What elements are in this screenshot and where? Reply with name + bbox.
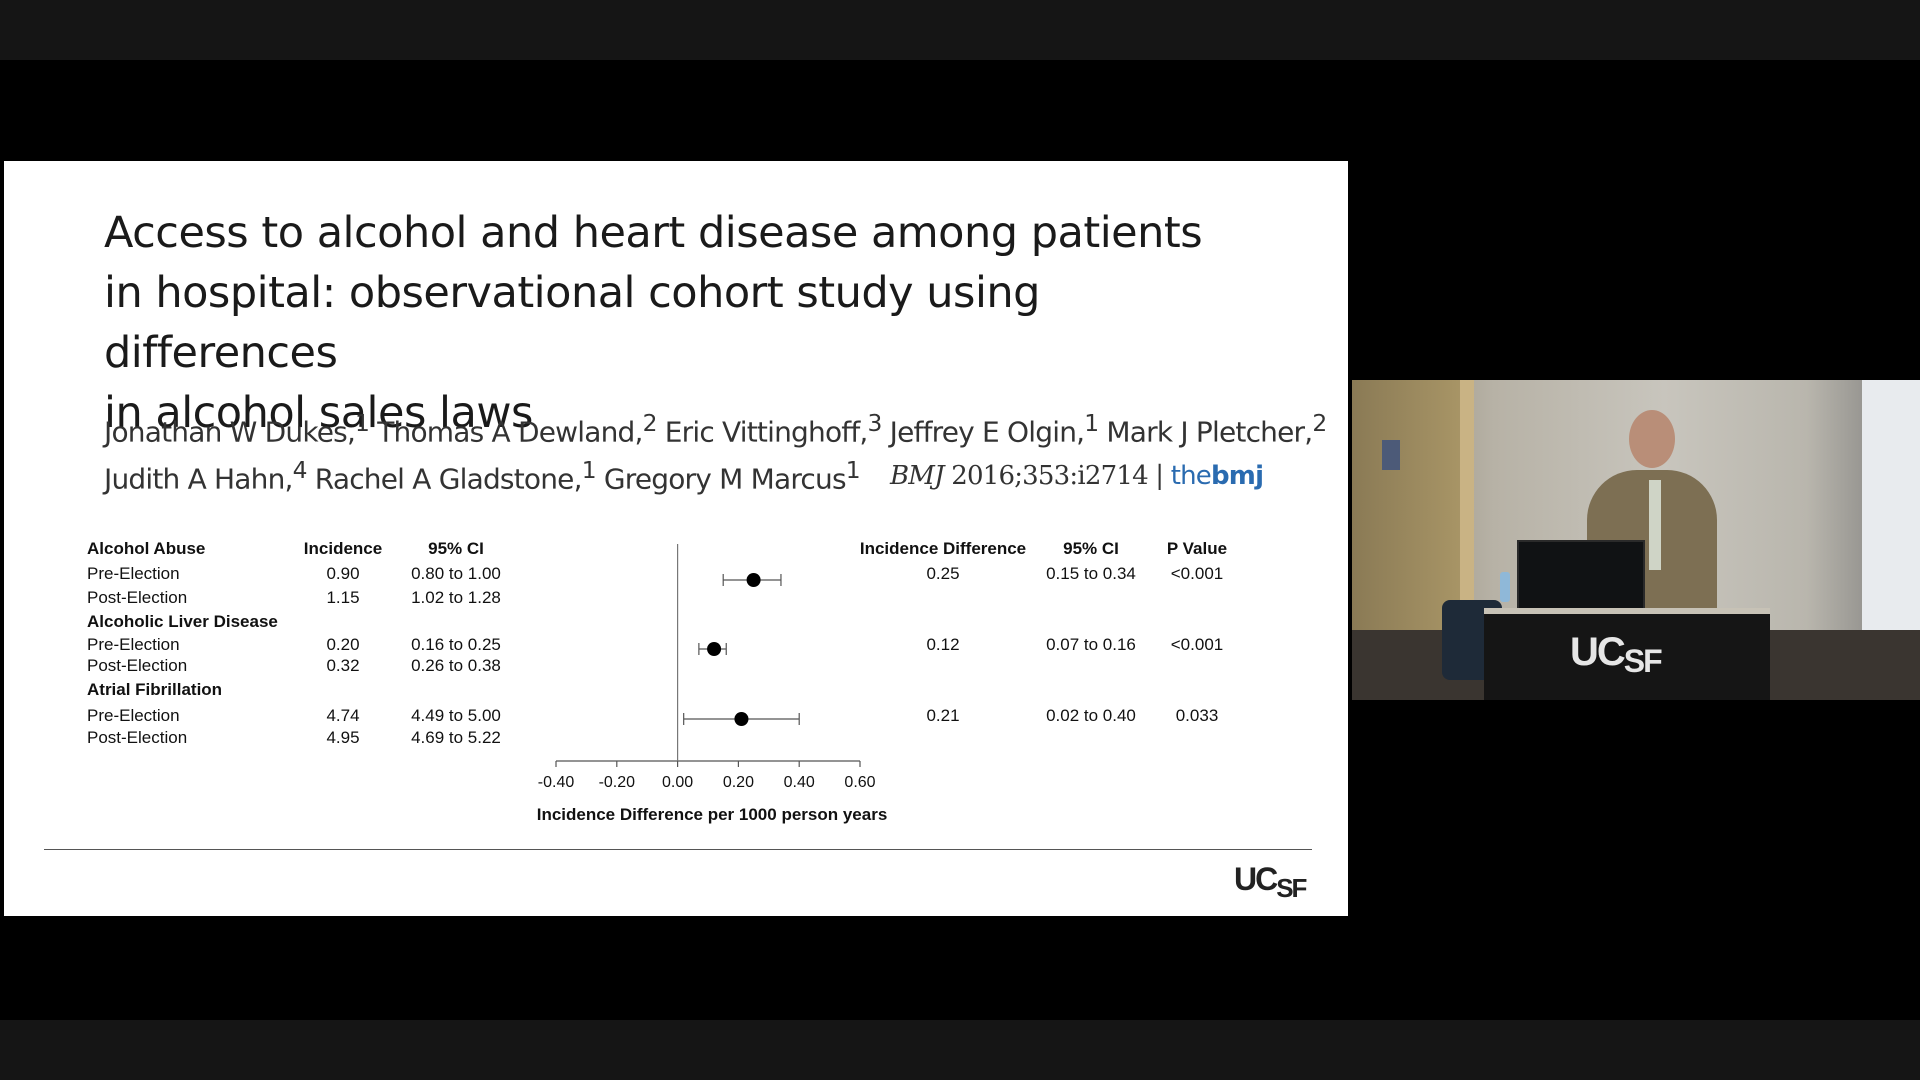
author-name: Jonathan W Dukes, — [104, 415, 356, 449]
author-name: Mark J Pletcher, — [1098, 415, 1313, 449]
bmj-logo-the: the — [1170, 461, 1212, 491]
podium-ucsf-logo: UCSF — [1570, 630, 1663, 679]
group-p-value: 0.033 — [1175, 706, 1219, 725]
row-incidence: 4.74 — [326, 706, 360, 725]
row-incidence: 0.32 — [326, 656, 360, 675]
top-letterbox — [0, 0, 1920, 60]
water-bottle — [1500, 572, 1510, 602]
row-incidence: 1.15 — [326, 588, 360, 607]
row-label: Pre-Election — [87, 706, 180, 725]
x-tick-label: 0.20 — [723, 774, 754, 791]
speaker-tie — [1649, 480, 1661, 570]
ucsf-logo-uc: UC — [1234, 861, 1278, 897]
x-axis-title: Incidence Difference per 1000 person yea… — [537, 805, 888, 824]
author-name: Thomas A Dewland, — [369, 415, 643, 449]
author-affiliation: 1 — [355, 409, 370, 437]
p-value-header: P Value — [1166, 539, 1228, 558]
x-tick-label: 0.40 — [784, 774, 815, 791]
author-name: Gregory M Marcus — [595, 462, 847, 496]
title-line-2: in hospital: observational cohort study … — [104, 268, 1040, 378]
bottom-letterbox — [0, 1020, 1920, 1080]
point-estimate — [707, 642, 722, 656]
row-label: Post-Election — [87, 728, 188, 747]
speaker-video-feed: UCSF — [1352, 380, 1920, 700]
row-incidence: 0.90 — [326, 564, 360, 583]
group-p-value: <0.001 — [1170, 564, 1224, 583]
video-wall-sign — [1382, 440, 1400, 470]
podium — [1484, 608, 1770, 700]
author-affiliation: 1 — [581, 456, 597, 485]
diff-header: Incidence Difference — [859, 539, 1027, 558]
author-line-2: Judith A Hahn,4 Rachel A Gladstone,1 Gre… — [104, 451, 1284, 498]
bmj-logo-bmj: bmj — [1211, 461, 1264, 491]
row-ci: 0.16 to 0.25 — [411, 635, 501, 654]
x-tick-label: -0.20 — [599, 774, 636, 791]
row-label: Post-Election — [87, 588, 188, 607]
group-label: Alcoholic Liver Disease — [87, 612, 278, 631]
incidence-header: Incidence — [303, 539, 383, 558]
group-diff-ci: 0.07 to 0.16 — [1046, 635, 1136, 654]
author-name: Eric Vittinghoff, — [656, 415, 869, 449]
author-affiliation: 3 — [867, 409, 883, 437]
diff-ci-header: 95% CI — [1063, 539, 1119, 558]
podium-monitor — [1517, 540, 1645, 612]
point-estimate — [734, 712, 749, 726]
group-diff: 0.12 — [926, 635, 960, 654]
row-incidence: 4.95 — [326, 728, 360, 747]
podium-logo-sf: SF — [1623, 643, 1663, 679]
author-affiliation: 2 — [642, 409, 658, 437]
title-line-1: Access to alcohol and heart disease amon… — [104, 208, 1203, 258]
group-diff: 0.25 — [926, 564, 960, 583]
group-diff-ci: 0.15 to 0.34 — [1046, 564, 1136, 583]
row-ci: 4.69 to 5.22 — [411, 728, 501, 747]
row-ci: 4.49 to 5.00 — [411, 706, 501, 725]
forest-plot: -0.40 -0.20 0.00 0.20 0.40 0.60 Incidence Diff… — [537, 544, 888, 824]
video-projection-screen — [1862, 380, 1920, 640]
x-tick-label: 0.00 — [662, 774, 693, 791]
presentation-slide: Access to alcohol and heart disease amon… — [4, 161, 1348, 916]
group-diff-ci: 0.02 to 0.40 — [1046, 706, 1136, 725]
journal-citation: BMJ 2016;353:i2714 | thebmj — [890, 461, 1264, 491]
author-affiliation: 1 — [845, 456, 861, 485]
podium-logo-uc: UC — [1570, 630, 1626, 674]
citation-ref: 2016;353:i2714 | — [943, 461, 1171, 491]
ci-header: 95% CI — [428, 539, 484, 558]
bmj-logo: thebmj — [1171, 461, 1264, 491]
author-affiliation: 1 — [1084, 409, 1099, 437]
row-label: Pre-Election — [87, 635, 180, 654]
group-diff: 0.21 — [926, 706, 960, 725]
group-label: Alcohol Abuse — [87, 539, 206, 558]
author-list: Jonathan W Dukes,1 Thomas A Dewland,2 Er… — [104, 404, 1327, 499]
slide-title: Access to alcohol and heart disease amon… — [104, 203, 1264, 443]
row-ci: 0.80 to 1.00 — [411, 564, 501, 583]
author-affiliation: 2 — [1312, 409, 1327, 437]
ucsf-logo: UCSF — [1234, 861, 1307, 903]
row-ci: 1.02 to 1.28 — [411, 588, 501, 607]
point-estimate — [746, 573, 761, 587]
title-line-3: in alcohol sales laws — [104, 388, 533, 438]
group-label: Atrial Fibrillation — [87, 680, 223, 699]
author-affiliation: 4 — [292, 456, 308, 485]
group-p-value: <0.001 — [1170, 635, 1224, 654]
journal-name: BMJ — [890, 461, 945, 491]
row-label: Post-Election — [87, 656, 188, 675]
x-tick-label: 0.60 — [844, 774, 875, 791]
ucsf-logo-sf: SF — [1276, 873, 1307, 903]
footer-divider — [44, 849, 1312, 850]
author-name: Judith A Hahn, — [104, 462, 293, 496]
author-line-1: Jonathan W Dukes,1 Thomas A Dewland,2 Er… — [104, 404, 1327, 451]
speaker-head — [1629, 410, 1675, 468]
row-incidence: 0.20 — [326, 635, 360, 654]
row-label: Pre-Election — [87, 564, 180, 583]
author-name: Rachel A Gladstone, — [306, 462, 583, 496]
author-name: Jeffrey E Olgin, — [881, 415, 1085, 449]
row-ci: 0.26 to 0.38 — [411, 656, 501, 675]
x-tick-label: -0.40 — [538, 774, 575, 791]
